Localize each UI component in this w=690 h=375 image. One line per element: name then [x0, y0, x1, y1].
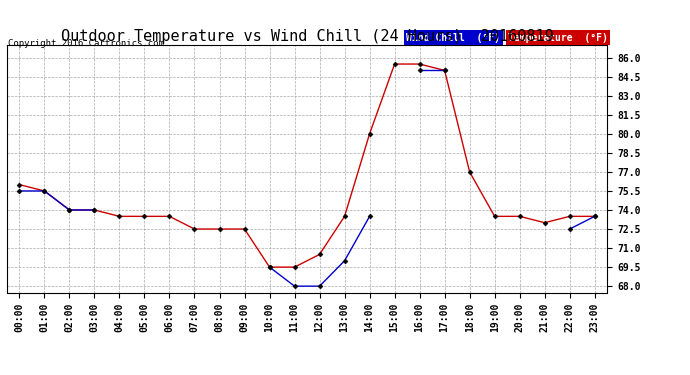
Text: Temperature  (°F): Temperature (°F) — [508, 33, 608, 42]
Wind Chill — [40, 189, 48, 193]
Text: Wind Chill  (°F): Wind Chill (°F) — [406, 33, 500, 42]
Line: Wind Chill: Wind Chill — [18, 189, 96, 212]
Wind Chill — [15, 189, 23, 193]
Title: Outdoor Temperature vs Wind Chill (24 Hours)  20160819: Outdoor Temperature vs Wind Chill (24 Ho… — [61, 29, 553, 44]
Text: Copyright 2016 Cartronics.com: Copyright 2016 Cartronics.com — [8, 39, 164, 48]
Wind Chill — [90, 208, 99, 212]
Wind Chill — [66, 208, 74, 212]
